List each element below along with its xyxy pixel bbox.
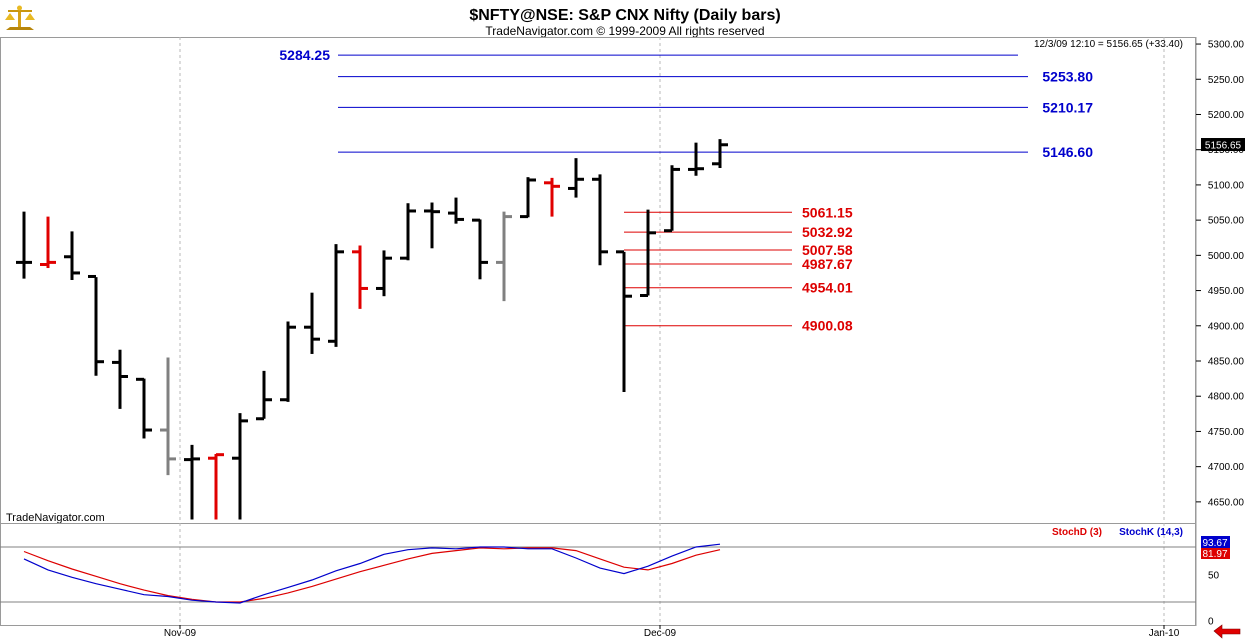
gold-scales-icon <box>5 5 35 30</box>
ohlc-bar <box>232 413 248 520</box>
last-price-box <box>1201 138 1245 152</box>
ohlc-bar <box>688 142 704 176</box>
ohlc-bar <box>544 177 560 217</box>
y-tick-label: 4950.00 <box>1208 286 1245 297</box>
legend-stochk: StochK (14,3) <box>1119 527 1183 538</box>
y-tick-label: 5250.00 <box>1208 75 1245 86</box>
y-tick-label: 4750.00 <box>1208 427 1245 438</box>
ohlc-bar <box>472 218 488 280</box>
stochk-readout: 93.67 <box>1202 538 1227 549</box>
resistance-label: 5253.80 <box>1042 69 1093 85</box>
ohlc-bar <box>160 357 176 476</box>
y-tick-label: 4700.00 <box>1208 462 1245 473</box>
ohlc-bar <box>112 349 128 409</box>
watermark: TradeNavigator.com <box>6 512 105 524</box>
ohlc-bar <box>640 209 656 297</box>
ohlc-bar <box>328 244 344 347</box>
ohlc-bar <box>40 216 56 269</box>
stoch-y-tick-label: 50 <box>1208 571 1220 582</box>
support-label: 4900.08 <box>802 318 853 334</box>
chart-subtitle: TradeNavigator.com © 1999-2009 All right… <box>485 24 764 38</box>
support-label: 4954.01 <box>802 280 853 296</box>
ohlc-bar <box>496 211 512 302</box>
quote-readout: 12/3/09 12:10 = 5156.65 (+33.40) <box>1034 39 1183 50</box>
ohlc-bar <box>520 177 536 219</box>
ohlc-bar <box>16 211 32 279</box>
support-label: 5032.92 <box>802 224 853 240</box>
ohlc-bar <box>280 321 296 402</box>
stoch-lines <box>0 543 1196 604</box>
ohlc-bar <box>616 250 632 392</box>
ohlc-bar <box>256 370 272 421</box>
resistance-label: 5284.25 <box>279 47 330 63</box>
back-arrow-icon[interactable] <box>1213 624 1241 639</box>
stochd-readout-box <box>1201 547 1230 559</box>
ohlc-bar <box>592 174 608 266</box>
y-tick-label: 5100.00 <box>1208 180 1245 191</box>
ohlc-bar <box>448 197 464 224</box>
stochk-readout-box <box>1201 536 1230 548</box>
support-label: 5007.58 <box>802 242 853 258</box>
ohlc-bar <box>304 292 320 354</box>
stoch-y-tick-label: 0 <box>1208 616 1214 627</box>
ohlc-bars <box>16 139 728 520</box>
ohlc-bar <box>400 203 416 261</box>
y-tick-label: 4850.00 <box>1208 357 1245 368</box>
ohlc-bar <box>424 202 440 249</box>
y-tick-label: 5000.00 <box>1208 251 1245 262</box>
y-tick-label: 5300.00 <box>1208 40 1245 51</box>
y-tick-label: 4800.00 <box>1208 392 1245 403</box>
x-tick-label: Dec-09 <box>644 628 677 639</box>
ohlc-bar <box>136 377 152 439</box>
y-tick-label: 4650.00 <box>1208 497 1245 508</box>
last-price-label: 5156.65 <box>1205 141 1242 152</box>
stochd-line <box>23 547 721 603</box>
chart-title: $NFTY@NSE: S&P CNX Nifty (Daily bars) <box>469 7 780 24</box>
ohlc-bar <box>184 444 200 520</box>
level-lines: 5284.25 5253.80 5210.17 5146.60 5061.15 5032.… <box>279 47 1093 334</box>
ohlc-bar <box>208 453 224 520</box>
ohlc-bar <box>64 231 80 280</box>
legend-stochd: StochD (3) <box>1052 527 1102 538</box>
resistance-label: 5146.60 <box>1042 144 1093 160</box>
x-tick-label: Nov-09 <box>164 628 197 639</box>
x-tick-label: Jan-10 <box>1149 628 1180 639</box>
ohlc-bar <box>352 245 368 309</box>
support-label: 5061.15 <box>802 204 853 220</box>
y-tick-label: 4900.00 <box>1208 321 1245 332</box>
ohlc-bar <box>568 158 584 198</box>
y-tick-label: 5200.00 <box>1208 110 1245 121</box>
ohlc-bar <box>376 250 392 297</box>
grid-layer <box>179 37 1165 625</box>
stochk-line <box>23 543 721 604</box>
y-tick-label: 5050.00 <box>1208 216 1245 227</box>
resistance-label: 5210.17 <box>1042 99 1093 115</box>
axis-layer: Nov-09 Dec-09 Jan-10 4650.00 4700.00 4750.00 4… <box>164 40 1245 639</box>
ohlc-bar <box>712 139 728 169</box>
ohlc-bar <box>88 274 104 376</box>
stochd-readout: 81.97 <box>1202 549 1227 560</box>
ohlc-bar <box>664 165 680 233</box>
support-label: 4987.67 <box>802 256 853 272</box>
